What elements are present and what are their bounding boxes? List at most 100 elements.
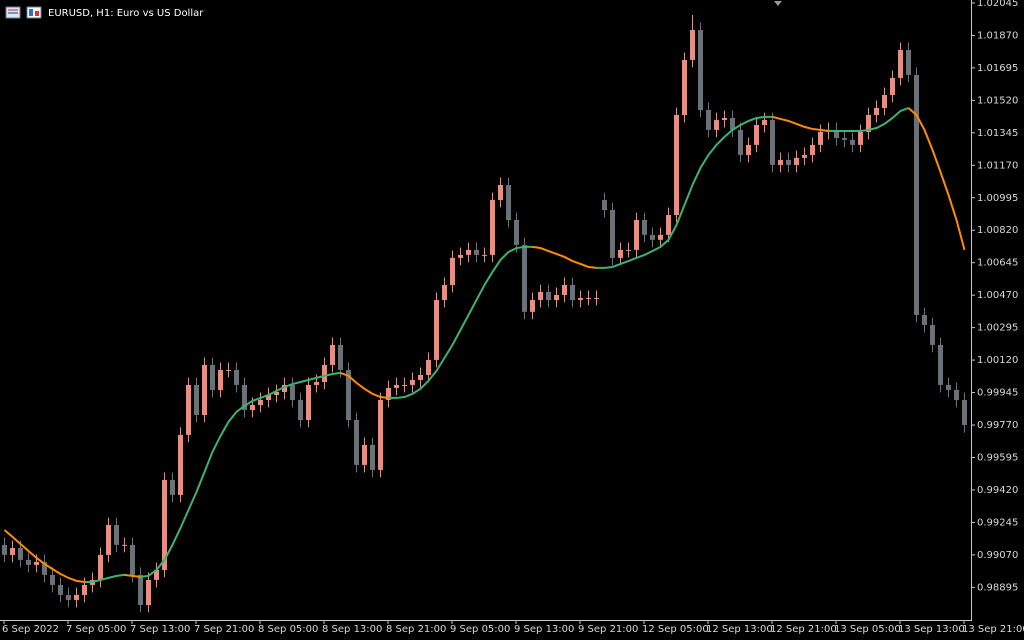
x-tick-label: 7 Sep 21:00: [194, 624, 254, 635]
candle-body: [802, 154, 807, 158]
candle-body: [474, 249, 479, 255]
candle-body: [66, 594, 71, 600]
candle-body: [890, 77, 895, 95]
candle-body: [778, 159, 783, 165]
candle-body: [490, 199, 495, 255]
x-tick-label: 13 Sep 05:00: [834, 624, 901, 635]
candle-body: [250, 404, 255, 410]
x-tick-label: 7 Sep 13:00: [130, 624, 190, 635]
candle-body: [82, 584, 87, 595]
candle-body: [866, 115, 871, 132]
x-tick-label: 9 Sep 21:00: [578, 624, 638, 635]
candle-body: [706, 110, 711, 130]
x-tick-label: 8 Sep 05:00: [258, 624, 318, 635]
y-tick-label: 0.99070: [977, 550, 1018, 561]
candle-body: [562, 284, 567, 295]
candle-body: [162, 479, 167, 570]
candle-body: [586, 297, 591, 299]
candle-body: [418, 374, 423, 380]
candle-body: [266, 394, 271, 400]
candle-body: [730, 117, 735, 130]
candle-body: [522, 244, 527, 312]
candle-body: [138, 574, 143, 605]
candle-body: [762, 120, 767, 126]
candle-body: [18, 548, 23, 560]
candle-body: [698, 30, 703, 111]
candle-body: [466, 249, 471, 255]
moving-average: [907, 107, 966, 251]
candle-body: [946, 384, 951, 390]
candle-body: [938, 344, 943, 385]
candle-body: [634, 220, 639, 250]
moving-average: [84, 573, 125, 583]
y-tick-label: 1.01170: [977, 160, 1018, 171]
candle-body: [434, 299, 439, 360]
candle-body: [850, 139, 855, 145]
candle-body: [186, 384, 191, 435]
y-tick-label: 0.99245: [977, 517, 1018, 528]
moving-average: [772, 115, 829, 132]
x-tick-label: 8 Sep 13:00: [322, 624, 382, 635]
candle-body: [194, 384, 199, 416]
candle-body: [242, 384, 247, 410]
candle-body: [770, 120, 775, 165]
candle-body: [42, 561, 47, 575]
candle-body: [930, 325, 935, 345]
candle-body: [962, 399, 967, 426]
candle-body: [330, 344, 335, 365]
y-tick-label: 1.00120: [977, 355, 1018, 366]
chart-title: EURUSD, H1: Euro vs US Dollar: [48, 8, 204, 19]
icon-bar: [35, 11, 39, 16]
candle-body: [538, 292, 543, 300]
candle-body: [610, 210, 615, 258]
candle-body: [26, 559, 31, 565]
moving-average: [532, 245, 597, 269]
candle-body: [674, 115, 679, 216]
candle-body: [50, 574, 55, 585]
candle-body: [882, 94, 887, 108]
candle-body: [258, 399, 263, 405]
x-tick-label: 9 Sep 13:00: [514, 624, 574, 635]
candle-body: [506, 184, 511, 221]
candle-body: [410, 379, 415, 385]
x-tick-label: 9 Sep 05:00: [450, 624, 510, 635]
y-tick-label: 0.99945: [977, 388, 1018, 399]
candle-body: [794, 157, 799, 165]
candle-body: [234, 369, 239, 385]
candle-body: [874, 107, 879, 116]
candle-body: [906, 49, 911, 75]
candle-body: [290, 384, 295, 400]
y-tick-label: 0.99770: [977, 420, 1018, 431]
candle-body: [738, 129, 743, 155]
candle-body: [482, 254, 487, 256]
y-tick-label: 1.00645: [977, 258, 1018, 269]
candle-body: [10, 548, 15, 555]
x-tick-label: 13 Sep 21:00: [962, 624, 1024, 635]
candle-body: [354, 420, 359, 465]
candle-body: [314, 381, 319, 385]
y-tick-label: 1.00470: [977, 290, 1018, 301]
x-tick-label: 8 Sep 21:00: [386, 624, 446, 635]
candle-body: [114, 525, 119, 545]
candle-body: [402, 384, 407, 386]
candle-body: [2, 544, 7, 555]
candle-body: [898, 49, 903, 78]
candle-body: [378, 399, 383, 470]
candle-body: [322, 364, 327, 382]
x-tick-label: 12 Sep 13:00: [706, 624, 773, 635]
candle-body: [498, 184, 503, 200]
y-tick-label: 1.00820: [977, 225, 1018, 236]
candle-body: [98, 554, 103, 580]
moving-average: [140, 371, 341, 578]
candle-body: [842, 138, 847, 140]
candle-body: [450, 257, 455, 285]
x-tick-label: 12 Sep 05:00: [642, 624, 709, 635]
candle-body: [394, 384, 399, 388]
moving-average: [340, 371, 389, 399]
candle-body: [386, 387, 391, 400]
candle-body: [642, 220, 647, 235]
moving-average: [124, 573, 141, 578]
candle-body: [618, 249, 623, 258]
